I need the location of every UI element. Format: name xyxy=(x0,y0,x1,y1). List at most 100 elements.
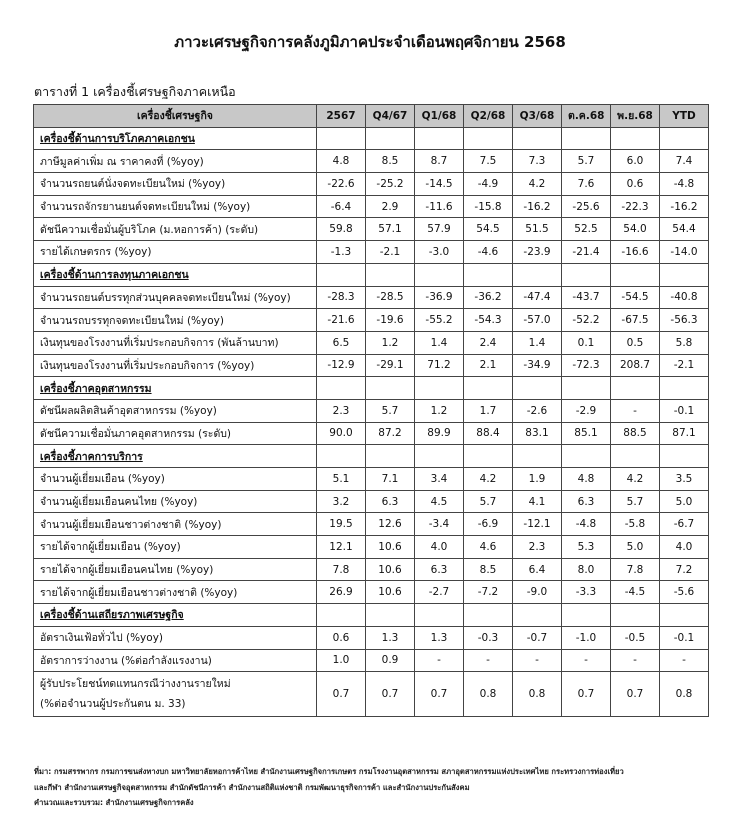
value-cell: - xyxy=(659,648,709,673)
table-row: รายได้จากผู้เยี่ยมเยือน (%yoy) 12.1 10.6 4.… xyxy=(33,535,709,559)
empty-cell xyxy=(463,262,513,287)
value-cell: -14.5 xyxy=(414,172,464,196)
value-cell: - xyxy=(561,648,611,673)
value-cell: -40.8 xyxy=(659,285,709,310)
table-row: จำนวนรถยนต์บรรทุกส่วนบุคคลจดทะเบียนใหม่ … xyxy=(33,285,709,310)
empty-cell xyxy=(561,376,611,400)
empty-cell xyxy=(316,126,366,151)
value-cell: -56.3 xyxy=(659,308,709,332)
value-cell: 83.1 xyxy=(512,421,562,446)
value-cell: 0.7 xyxy=(610,671,660,718)
empty-cell xyxy=(365,444,415,468)
value-cell: 5.1 xyxy=(316,467,366,491)
value-cell: 54.5 xyxy=(463,217,513,242)
empty-cell xyxy=(659,603,709,627)
value-cell: -28.3 xyxy=(316,285,366,310)
table-row: จำนวนรถบรรทุกจดทะเบียนใหม่ (%yoy) -21.6 -1… xyxy=(33,308,709,332)
value-cell: -47.4 xyxy=(512,285,562,310)
indicator-label: รายได้เกษตรกร (%yoy) xyxy=(33,240,317,264)
indicator-label: จำนวนรถยนต์บรรทุกส่วนบุคคลจดทะเบียนใหม่ … xyxy=(33,285,317,310)
value-cell: 71.2 xyxy=(414,353,464,378)
empty-cell xyxy=(463,376,513,400)
value-cell: -7.2 xyxy=(463,580,513,605)
value-cell: -2.1 xyxy=(365,240,415,264)
value-cell: -3.4 xyxy=(414,512,464,537)
table-row: ผู้รับประโยชน์ทดแทนกรณีว่างงานรายใหม่ (%ต… xyxy=(33,671,709,718)
value-cell: -6.9 xyxy=(463,512,513,537)
value-cell: 85.1 xyxy=(561,421,611,446)
value-cell: 57.9 xyxy=(414,217,464,242)
value-cell: -22.3 xyxy=(610,194,660,219)
value-cell: 4.8 xyxy=(316,149,366,174)
indicator-label: จำนวนรถบรรทุกจดทะเบียนใหม่ (%yoy) xyxy=(33,308,317,332)
value-cell: 0.7 xyxy=(561,671,611,718)
value-cell: 5.0 xyxy=(659,489,709,514)
value-cell: 19.5 xyxy=(316,512,366,537)
empty-cell xyxy=(512,126,562,151)
value-cell: 5.7 xyxy=(365,398,415,423)
value-cell: 12.1 xyxy=(316,535,366,559)
value-cell: 4.5 xyxy=(414,489,464,514)
value-cell: 57.1 xyxy=(365,217,415,242)
empty-cell xyxy=(561,444,611,468)
empty-cell xyxy=(659,376,709,400)
indicator-label: รายได้จากผู้เยี่ยมเยือนชาวต่างชาติ (%yoy… xyxy=(33,580,317,605)
value-cell: 4.8 xyxy=(561,467,611,491)
value-cell: 3.2 xyxy=(316,489,366,514)
value-cell: 6.5 xyxy=(316,330,366,355)
value-cell: 88.5 xyxy=(610,421,660,446)
value-cell: 4.2 xyxy=(463,467,513,491)
empty-cell xyxy=(512,444,562,468)
value-cell: 6.3 xyxy=(365,489,415,514)
section-header-row: เครื่องชี้ด้านเสถียรภาพเศรษฐกิจ xyxy=(33,603,709,627)
table-row: อัตราการว่างงาน (%ต่อกำลังแรงงาน) 1.0 0.9-… xyxy=(33,648,709,673)
empty-cell xyxy=(365,262,415,287)
value-cell: 1.0 xyxy=(316,648,366,673)
value-cell: 6.4 xyxy=(512,557,562,582)
value-cell: -14.0 xyxy=(659,240,709,264)
value-cell: 1.9 xyxy=(512,467,562,491)
empty-cell xyxy=(561,126,611,151)
page-title: ภาวะเศรษฐกิจการคลังภูมิภาคประจำเดือนพฤศจ… xyxy=(174,33,566,51)
value-cell: -4.8 xyxy=(659,172,709,196)
section-header-row: เครื่องชี้ภาคอุตสาหกรรม xyxy=(33,376,709,400)
indicator-label: จำนวนรถจักรยานยนต์จดทะเบียนใหม่ (%yoy) xyxy=(33,194,317,219)
table-row: ดัชนีผลผลิตสินค้าอุตสาหกรรม (%yoy) 2.3 5.7… xyxy=(33,398,709,423)
value-cell: -2.1 xyxy=(659,353,709,378)
empty-cell xyxy=(316,376,366,400)
value-cell: 5.7 xyxy=(610,489,660,514)
empty-cell xyxy=(561,603,611,627)
empty-cell xyxy=(414,126,464,151)
value-cell: -72.3 xyxy=(561,353,611,378)
empty-cell xyxy=(610,376,660,400)
value-cell: -16.2 xyxy=(659,194,709,219)
value-cell: 12.6 xyxy=(365,512,415,537)
empty-cell xyxy=(414,603,464,627)
empty-cell xyxy=(561,262,611,287)
value-cell: 87.1 xyxy=(659,421,709,446)
value-cell: 5.3 xyxy=(561,535,611,559)
empty-cell xyxy=(316,444,366,468)
column-header: 2567 xyxy=(316,104,366,128)
value-cell: 2.3 xyxy=(316,398,366,423)
value-cell: -12.1 xyxy=(512,512,562,537)
empty-cell xyxy=(512,603,562,627)
column-header: YTD xyxy=(659,104,709,128)
value-cell: 4.0 xyxy=(414,535,464,559)
value-cell: -3.0 xyxy=(414,240,464,264)
value-cell: -12.9 xyxy=(316,353,366,378)
section-label: เครื่องชี้ด้านเสถียรภาพเศรษฐกิจ xyxy=(33,603,317,627)
value-cell: 1.7 xyxy=(463,398,513,423)
value-cell: -4.9 xyxy=(463,172,513,196)
indicator-label: อัตราเงินเฟ้อทั่วไป (%yoy) xyxy=(33,625,317,650)
value-cell: -16.2 xyxy=(512,194,562,219)
value-cell: 1.2 xyxy=(365,330,415,355)
value-cell: 0.7 xyxy=(414,671,464,718)
value-cell: 2.9 xyxy=(365,194,415,219)
value-cell: 7.1 xyxy=(365,467,415,491)
value-cell: -54.3 xyxy=(463,308,513,332)
indicator-label: ดัชนีความเชื่อมั่นภาคอุตสาหกรรม (ระดับ) xyxy=(33,421,317,446)
indicator-label: รายได้จากผู้เยี่ยมเยือน (%yoy) xyxy=(33,535,317,559)
indicator-label: เงินทุนของโรงงานที่เริ่มประกอบกิจการ (พั… xyxy=(33,330,317,355)
value-cell: -52.2 xyxy=(561,308,611,332)
